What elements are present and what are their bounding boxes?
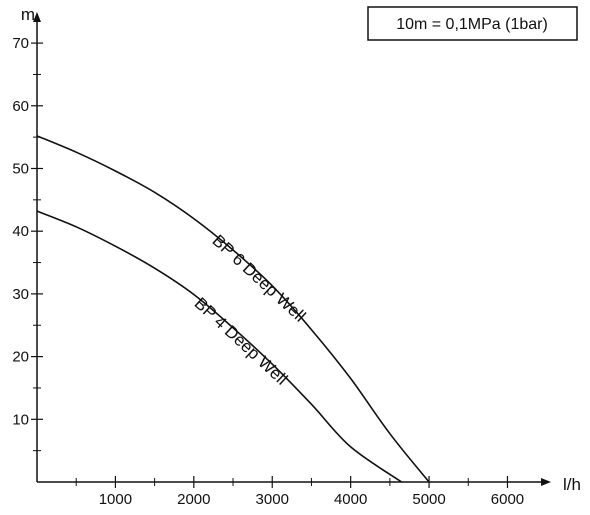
curves: [36, 135, 430, 483]
x-ticks: 1000 2000 3000 4000 5000 6000: [99, 476, 524, 508]
x-tick-label: 3000: [256, 491, 289, 508]
y-ticks: 10 20 30 40 50 60 70: [12, 35, 43, 428]
x-minor-ticks: [75, 478, 469, 486]
y-tick-label: 40: [12, 223, 29, 240]
annotation-box: [367, 6, 578, 41]
y-tick-label: 60: [12, 98, 29, 115]
curve-label-bp4: BP 4 Deep Well: [191, 294, 292, 389]
x-tick-label: 5000: [412, 491, 445, 508]
x-tick-label: 6000: [491, 491, 524, 508]
y-axis-arrow: [33, 12, 41, 22]
annotation-text: 10m = 0,1MPa (1bar): [396, 16, 548, 33]
y-tick-label: 10: [12, 411, 29, 428]
x-axis-label: l/h: [563, 475, 581, 494]
x-tick-label: 4000: [334, 491, 367, 508]
curve-bp4-deep-well: [36, 210, 403, 483]
y-tick-label: 70: [12, 35, 29, 52]
curve-bp6-deep-well: [36, 135, 430, 483]
y-tick-label: 20: [12, 349, 29, 366]
y-tick-label: 30: [12, 286, 29, 303]
x-tick-label: 2000: [177, 491, 210, 508]
y-tick-label: 50: [12, 160, 29, 177]
x-axis-arrow: [541, 478, 551, 486]
y-axis-label: m: [21, 5, 35, 24]
x-tick-label: 1000: [99, 491, 132, 508]
